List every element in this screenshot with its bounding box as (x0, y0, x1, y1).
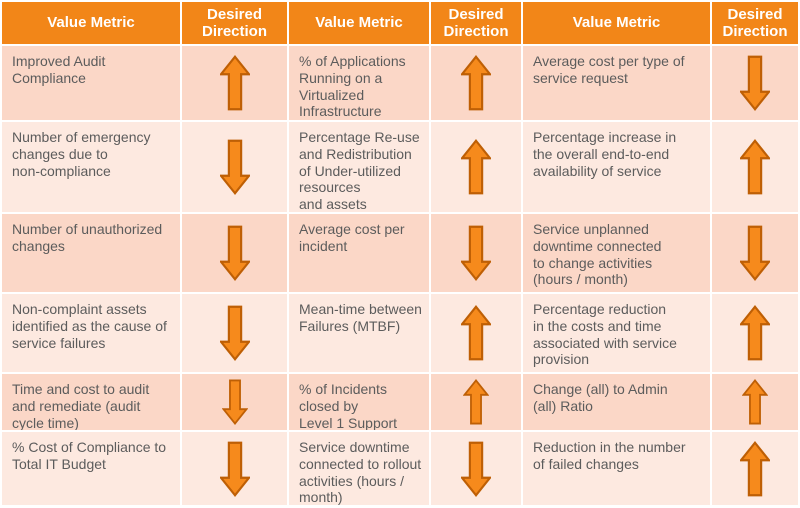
direction-cell-r4c4 (431, 294, 521, 372)
up-arrow-icon (461, 139, 491, 195)
up-arrow-icon (461, 305, 491, 361)
header-desired-direction-1: Desired Direction (182, 2, 287, 44)
direction-cell-r5c4 (431, 374, 521, 430)
up-arrow-icon (742, 379, 768, 425)
direction-cell-r4c6 (712, 294, 798, 372)
up-arrow-icon (219, 55, 250, 111)
value-metric-cell-r6c5: Reduction in the number of failed change… (523, 432, 710, 505)
value-metric-cell-r5c3: % of Incidents closed by Level 1 Support (289, 374, 429, 430)
down-arrow-icon (461, 225, 491, 281)
value-metric-cell-r6c1: % Cost of Compliance to Total IT Budget (2, 432, 180, 505)
value-metric-cell-r1c3: % of Applications Running on a Virtualiz… (289, 46, 429, 120)
direction-cell-r1c6 (712, 46, 798, 120)
down-arrow-icon (219, 139, 250, 195)
value-metric-cell-r3c5: Service unplanned downtime connected to … (523, 214, 710, 292)
down-arrow-icon (740, 225, 770, 281)
value-metric-cell-r2c3: Percentage Re-use and Redistribution of … (289, 122, 429, 212)
up-arrow-icon (463, 379, 489, 425)
value-metric-cell-r5c1: Time and cost to audit and remediate (au… (2, 374, 180, 430)
direction-cell-r5c2 (182, 374, 287, 430)
header-value-metric-1: Value Metric (2, 2, 180, 44)
direction-cell-r3c2 (182, 214, 287, 292)
down-arrow-icon (461, 441, 491, 497)
value-metric-cell-r3c3: Average cost per incident (289, 214, 429, 292)
direction-cell-r6c6 (712, 432, 798, 505)
direction-cell-r6c2 (182, 432, 287, 505)
down-arrow-icon (219, 225, 250, 281)
direction-cell-r2c6 (712, 122, 798, 212)
direction-cell-r4c2 (182, 294, 287, 372)
value-metric-cell-r1c1: Improved Audit Compliance (2, 46, 180, 120)
direction-cell-r2c2 (182, 122, 287, 212)
direction-cell-r1c4 (431, 46, 521, 120)
header-value-metric-2: Value Metric (289, 2, 429, 44)
header-value-metric-3: Value Metric (523, 2, 710, 44)
direction-cell-r1c2 (182, 46, 287, 120)
direction-cell-r5c6 (712, 374, 798, 430)
value-metric-cell-r1c5: Average cost per type of service request (523, 46, 710, 120)
value-metric-cell-r6c3: Service downtime connected to rollout ac… (289, 432, 429, 505)
down-arrow-icon (219, 441, 250, 497)
down-arrow-icon (740, 55, 770, 111)
value-metric-cell-r4c5: Percentage reduction in the costs and ti… (523, 294, 710, 372)
direction-cell-r3c4 (431, 214, 521, 292)
value-metric-cell-r2c1: Number of emergency changes due to non-c… (2, 122, 180, 212)
value-metric-cell-r2c5: Percentage increase in the overall end-t… (523, 122, 710, 212)
up-arrow-icon (740, 139, 770, 195)
value-metric-cell-r4c1: Non-complaint assets identified as the c… (2, 294, 180, 372)
direction-cell-r3c6 (712, 214, 798, 292)
up-arrow-icon (740, 305, 770, 361)
up-arrow-icon (740, 440, 770, 496)
header-desired-direction-2: Desired Direction (431, 2, 521, 44)
up-arrow-icon (461, 55, 491, 111)
value-metric-cell-r3c1: Number of unauthorized changes (2, 214, 180, 292)
direction-cell-r6c4 (431, 432, 521, 505)
header-desired-direction-3: Desired Direction (712, 2, 798, 44)
down-arrow-icon (219, 305, 250, 361)
down-arrow-icon (221, 379, 248, 425)
value-metric-cell-r5c5: Change (all) to Admin (all) Ratio (523, 374, 710, 430)
value-metric-cell-r4c3: Mean-time between Failures (MTBF) (289, 294, 429, 372)
direction-cell-r2c4 (431, 122, 521, 212)
